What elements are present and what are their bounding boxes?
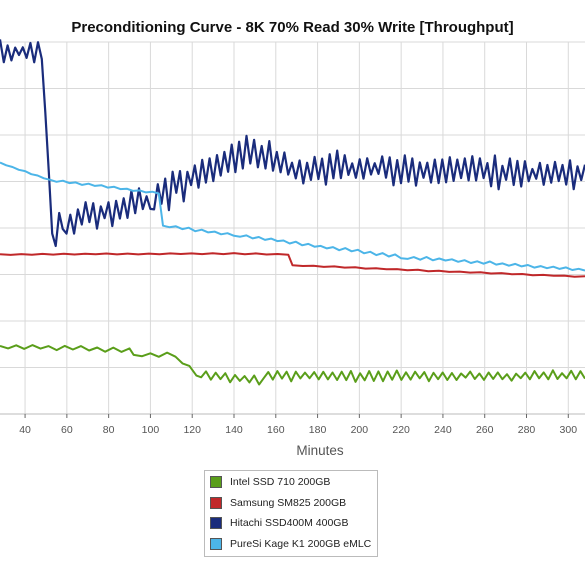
series-line-2: [0, 252, 585, 278]
x-tick-label: 200: [351, 424, 369, 436]
legend: Intel SSD 710 200GB Samsung SM825 200GB Hi…: [204, 470, 378, 557]
legend-swatch: [210, 476, 222, 489]
x-tick-label: 300: [560, 424, 578, 436]
legend-swatch: [210, 537, 222, 550]
legend-label: PureSi Kage K1 200GB eMLC: [230, 537, 372, 550]
series-lines: [0, 39, 585, 386]
x-axis-title: Minutes: [296, 443, 344, 458]
legend-swatch: [210, 496, 222, 509]
legend-item: PureSi Kage K1 200GB eMLC: [205, 534, 377, 555]
x-tick-label: 240: [434, 424, 452, 436]
x-tick-label: 160: [267, 424, 285, 436]
legend-label: Intel SSD 710 200GB: [230, 476, 331, 489]
grid-lines: [0, 41, 585, 415]
x-tick-label: 260: [476, 424, 494, 436]
legend-label: Samsung SM825 200GB: [230, 496, 347, 509]
legend-swatch: [210, 517, 222, 530]
legend-item: Samsung SM825 200GB: [205, 493, 377, 514]
x-tick-label: 80: [103, 424, 115, 436]
x-tick-label: 120: [183, 424, 201, 436]
legend-item: Intel SSD 710 200GB: [205, 472, 377, 493]
x-tick-label: 40: [19, 424, 31, 436]
legend-item: Hitachi SSD400M 400GB: [205, 513, 377, 534]
x-tick-label: 100: [142, 424, 160, 436]
x-tick-label: 280: [518, 424, 536, 436]
series-line-1: [0, 344, 585, 386]
legend-label: Hitachi SSD400M 400GB: [230, 517, 349, 530]
x-axis: 40 60 80 100 120 140 160 180 200 220 240 260 280 300: [0, 413, 585, 436]
series-line-3: [0, 39, 585, 248]
x-tick-label: 140: [225, 424, 243, 436]
x-tick-label: 220: [392, 424, 410, 436]
x-tick-label: 60: [61, 424, 73, 436]
chart-title: Preconditioning Curve - 8K 70% Read 30% …: [71, 19, 514, 36]
series-line-4: [0, 161, 585, 272]
x-tick-label: 180: [309, 424, 327, 436]
